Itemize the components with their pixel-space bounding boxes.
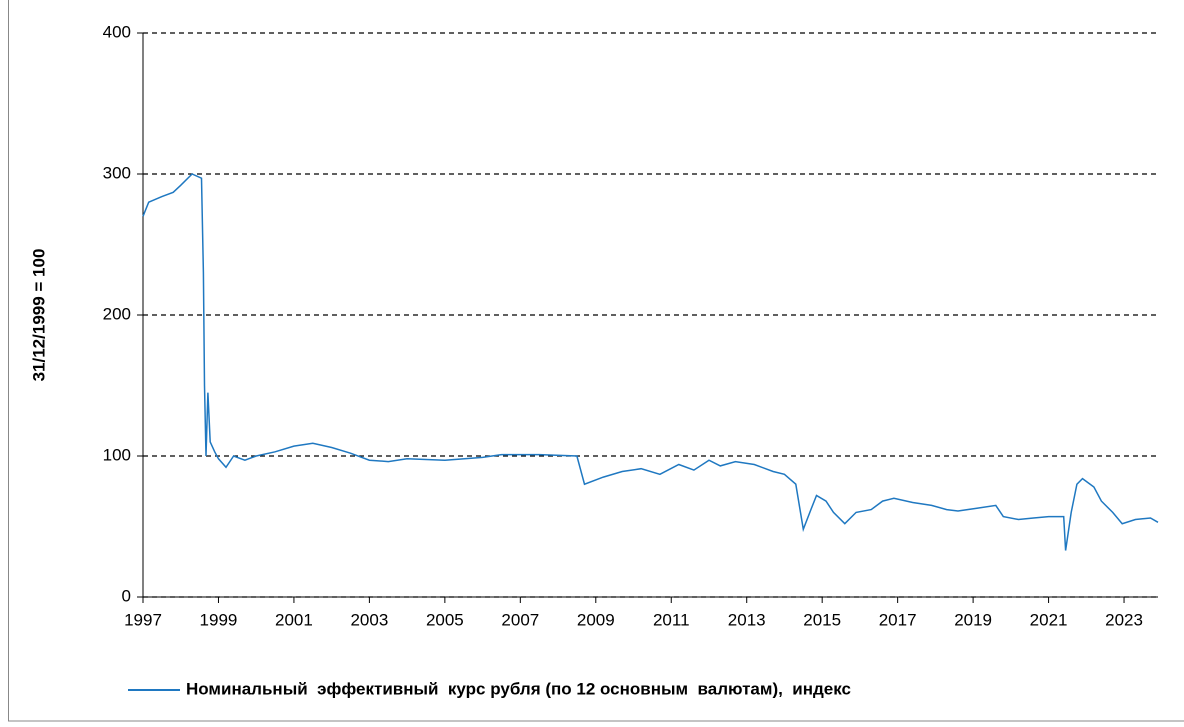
y-axis-label: 31/12/1999 = 100 [29,249,48,382]
y-tick-label: 0 [122,586,131,605]
x-tick-label: 2023 [1105,610,1143,629]
x-tick-label: 2015 [803,610,841,629]
x-tick-label: 2021 [1030,610,1068,629]
x-tick-label: 2003 [350,610,388,629]
x-tick-label: 2009 [577,610,615,629]
y-tick-label: 300 [103,163,131,182]
x-tick-label: 2011 [653,610,690,629]
x-tick-label: 2005 [426,610,464,629]
y-tick-label: 200 [103,304,131,323]
y-tick-label: 400 [103,22,131,41]
x-tick-label: 2019 [954,610,992,629]
legend-label: Номинальный эффективный курс рубля (по 1… [186,679,851,698]
x-tick-label: 2001 [275,610,313,629]
y-tick-label: 100 [103,445,131,464]
series-line [143,174,1158,551]
x-tick-label: 1997 [124,610,162,629]
x-tick-label: 1999 [200,610,238,629]
x-tick-label: 2013 [728,610,766,629]
x-tick-label: 2007 [501,610,539,629]
x-tick-label: 2017 [879,610,917,629]
